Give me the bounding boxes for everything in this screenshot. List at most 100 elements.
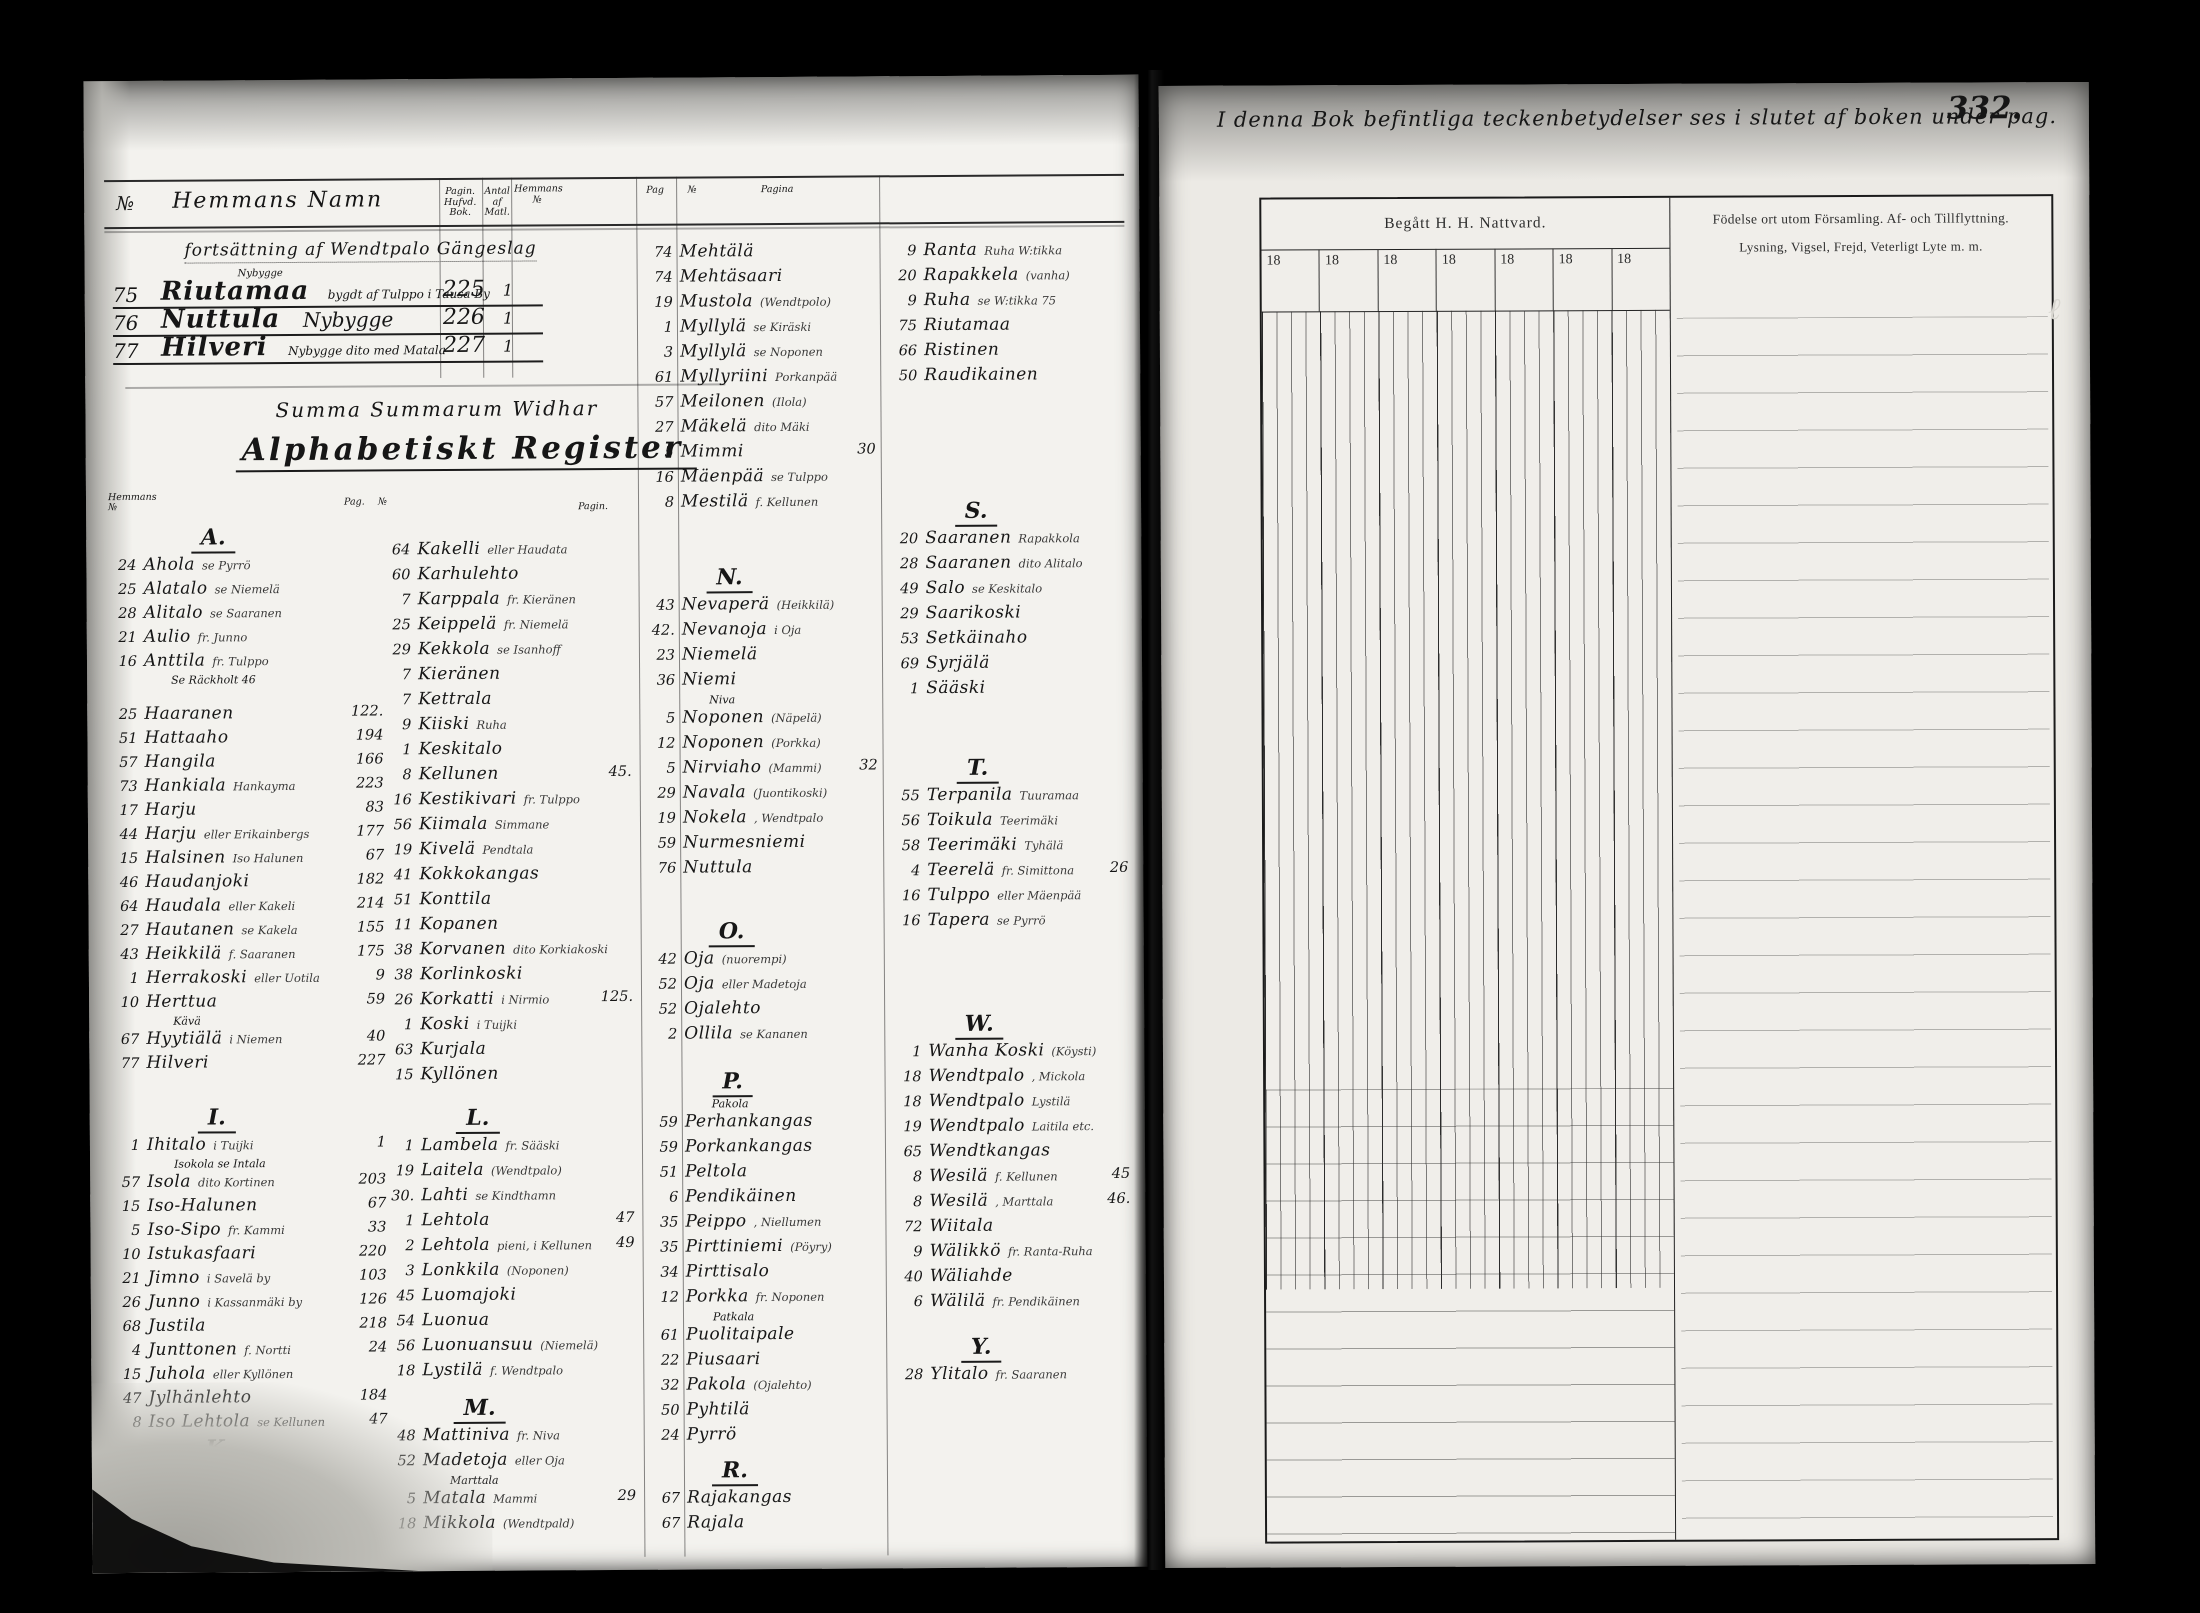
name: Junno: [147, 1291, 201, 1312]
name: Salo: [925, 577, 966, 599]
note: (Heikkilä): [776, 597, 835, 613]
nattvard-section: Begått H. H. Nattvard. 18 18 18 18 18 18 18: [1261, 197, 1677, 1542]
register-row: 28 Alitalo se Saaranen: [105, 601, 383, 627]
register-row: 38 Korvanen dito Korkiakoski: [381, 938, 633, 965]
register-column-3: 74 Mehtälä 74 Mehtäsaari 19 Mustola (Wendtpolo…: [640, 240, 882, 1537]
pag: 125.: [600, 988, 634, 1006]
no: 73: [119, 778, 138, 796]
hemman-row: 77 Hilveri Nybygge dito med Matala 227 1: [113, 332, 553, 366]
name: Lahti: [421, 1184, 469, 1206]
register-row: 3 Lonkkila (Noponen): [383, 1259, 635, 1286]
name: Kyllönen: [420, 1063, 499, 1085]
note: (Porkka): [771, 735, 821, 751]
no: 2: [405, 1238, 415, 1255]
note: (Mammi): [768, 760, 822, 776]
name: Ollila: [684, 1023, 734, 1044]
no: 25: [118, 581, 137, 599]
right-page: I denna Bok befintliga teckenbetydelser …: [1158, 81, 2096, 1569]
no: 25: [118, 706, 138, 724]
section-gap: [645, 1047, 879, 1068]
no: 59: [659, 1114, 678, 1131]
note: fr. Niva: [516, 1428, 560, 1443]
register-row: 25 Keippelä fr. Niemelä: [379, 613, 631, 640]
register-row: 18 Wendtpalo Lystilä: [890, 1090, 1130, 1116]
no: 5: [664, 444, 674, 461]
register-row: 15 Iso-Halunen 67: [108, 1194, 387, 1220]
note: se Kindthamn: [475, 1188, 557, 1203]
no: 10: [120, 994, 140, 1012]
name: Nevaperä: [681, 594, 770, 615]
name: Wanha Koski: [928, 1040, 1045, 1062]
note: se Saaranen: [209, 606, 282, 621]
no: 9: [907, 243, 917, 260]
section-header: A.: [104, 523, 382, 555]
note: se Isanhoff: [497, 642, 561, 657]
no: 8: [913, 1194, 923, 1211]
register-row: 11 Kopanen: [381, 913, 633, 940]
note: eller Haudata: [487, 542, 568, 557]
no: 36: [656, 672, 676, 689]
no: 1: [663, 319, 674, 336]
name: Konttila: [419, 888, 492, 910]
name: Karhulehto: [417, 563, 519, 585]
note: (Niemelä): [540, 1338, 599, 1353]
register-row: 9 Ruha se W:tikka 75: [885, 289, 1125, 315]
no: 40: [904, 1269, 923, 1286]
name: Kopanen: [419, 913, 499, 935]
hemman-pag: 225: [442, 276, 485, 303]
section-header: S.: [886, 497, 1126, 528]
no: 3: [663, 344, 674, 361]
name: Lehtola: [421, 1234, 491, 1256]
name: Oja: [683, 973, 715, 994]
name: Mehtäsaari: [679, 265, 783, 287]
no: 16: [901, 888, 921, 905]
name: Haudanjoki: [145, 871, 250, 892]
name: Isola: [147, 1171, 191, 1192]
hemman-name: Riutamaa: [160, 275, 310, 307]
note: (Wendtpald): [502, 1516, 575, 1531]
note: fr. Sääski: [505, 1138, 560, 1153]
note: (vanha): [1025, 268, 1070, 283]
register-row: 8 Wesilä , Marttala 46.: [890, 1190, 1130, 1216]
name: Hangila: [144, 751, 216, 772]
pag: 45: [1111, 1165, 1131, 1182]
register-row: 32 Pakola (Ojalehto): [647, 1373, 881, 1399]
no: 64: [119, 898, 139, 916]
name: Setkäinaho: [925, 627, 1028, 649]
register-row: 57 Isola dito Kortinen 203: [108, 1170, 387, 1196]
pag: 46.: [1107, 1190, 1131, 1208]
register-row: 67 Rajala: [648, 1511, 882, 1537]
interline-note: Isokola se Intala: [174, 1157, 266, 1171]
no: 4: [911, 863, 921, 880]
name: Riutamaa: [923, 314, 1011, 336]
no: 30.: [391, 1188, 415, 1205]
no: 45: [396, 1288, 415, 1305]
no: 12: [660, 1289, 679, 1306]
no: 56: [396, 1338, 416, 1355]
register-row: 16 Tapera se Pyrrö: [889, 909, 1129, 935]
name: Hattaaho: [144, 727, 229, 748]
note: Porkanpää: [775, 369, 838, 385]
register-row: 23 Niemelä: [643, 643, 877, 669]
no: 15: [119, 850, 139, 868]
hemman-note: Nybygge dito med Matala: [288, 343, 446, 358]
name: Mehtälä: [679, 241, 755, 262]
name: Hyytiälä: [146, 1028, 223, 1049]
register-row: 30. Lahti se Kindthamn: [382, 1184, 634, 1211]
register-row: 56 Toikula Teerimäki: [888, 809, 1128, 835]
no: 35: [660, 1239, 679, 1256]
note: eller Kakeli: [228, 898, 296, 914]
note: se Kiräski: [753, 319, 812, 335]
section-header: T.: [888, 754, 1128, 785]
no: 28: [899, 556, 919, 573]
rule: [104, 173, 1125, 182]
register-row: 35 Pirttiniemi (Pöyry): [647, 1235, 881, 1261]
no: 17: [119, 802, 138, 820]
section-header: N.: [642, 563, 876, 594]
note: (Wendtpolo): [759, 294, 832, 310]
label-pagin-col2: Pagin.: [578, 501, 608, 513]
register-row: 3 Myllylä se Noponen: [641, 340, 875, 366]
note: Pendtala: [482, 842, 534, 857]
name: Myllyriini: [680, 366, 769, 387]
ink-mark-artifact: ℓ: [2048, 292, 2061, 327]
